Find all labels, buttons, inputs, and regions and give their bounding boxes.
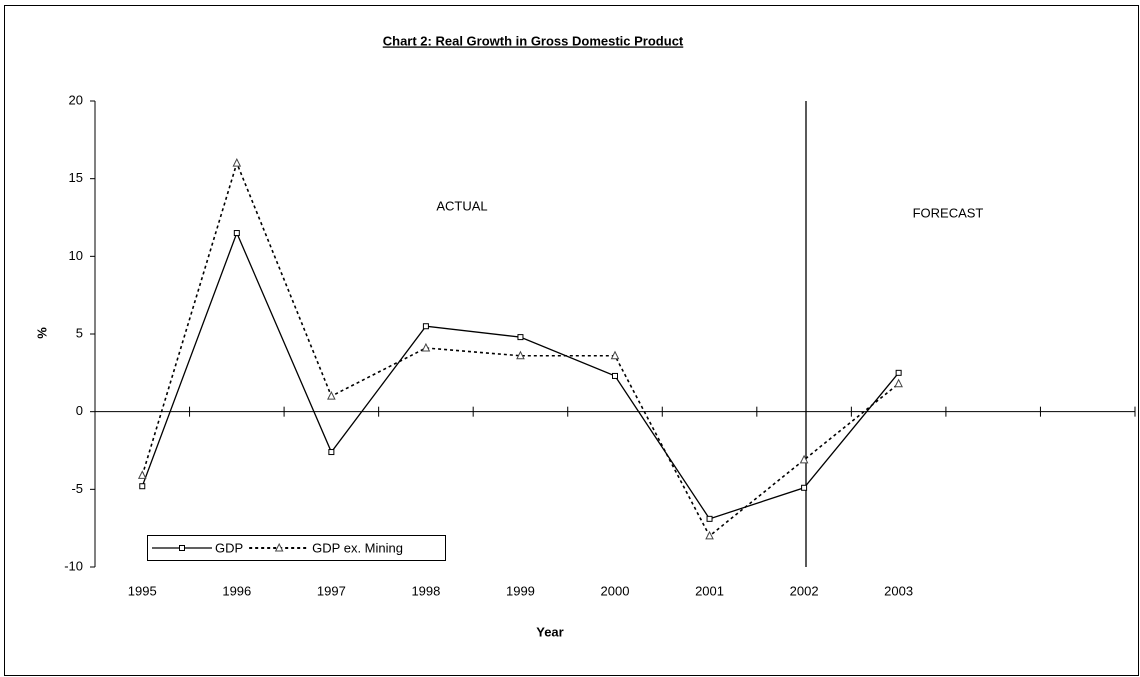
marker [274, 542, 284, 552]
legend-label: GDP ex. Mining [312, 540, 403, 555]
x-tick-label: 2001 [695, 583, 724, 598]
marker [327, 391, 336, 400]
chart-border [4, 5, 1139, 676]
marker [137, 470, 147, 479]
marker [612, 372, 618, 379]
marker [328, 449, 335, 456]
marker [232, 158, 242, 167]
x-tick-label: 2002 [790, 583, 819, 598]
marker [894, 378, 903, 388]
marker [895, 369, 902, 376]
y-tick-label: 10 [69, 248, 83, 263]
annotation: FORECAST [913, 205, 984, 220]
y-tick-label: 15 [69, 170, 83, 185]
y-axis-label: % [34, 327, 49, 339]
marker [516, 350, 525, 360]
marker [799, 454, 809, 464]
series-line [141, 160, 900, 538]
marker [610, 350, 620, 360]
x-tick-label: 2003 [884, 583, 913, 598]
marker [179, 545, 185, 551]
x-tick-label: 1995 [128, 583, 157, 598]
marker [517, 334, 524, 341]
x-tick-label: 2000 [601, 583, 630, 598]
marker [801, 484, 808, 491]
x-axis-label: Year [536, 624, 563, 639]
marker [706, 515, 713, 522]
x-tick-label: 1998 [411, 583, 440, 598]
x-tick-label: 1997 [317, 583, 346, 598]
marker [139, 483, 146, 490]
marker [421, 342, 431, 352]
marker [422, 323, 429, 330]
marker [705, 530, 714, 540]
y-tick-label: 0 [76, 403, 83, 418]
marker [233, 230, 240, 237]
x-tick-label: 1999 [506, 583, 535, 598]
y-tick-label: 5 [76, 325, 83, 340]
y-tick-label: 20 [69, 92, 83, 107]
y-tick-label: -5 [71, 481, 83, 496]
x-tick-label: 1996 [222, 583, 251, 598]
legend-label: GDP [215, 540, 243, 555]
chart-title: Chart 2: Real Growth in Gross Domestic P… [383, 33, 684, 48]
y-tick-label: -10 [64, 558, 83, 573]
annotation: ACTUAL [436, 198, 487, 213]
